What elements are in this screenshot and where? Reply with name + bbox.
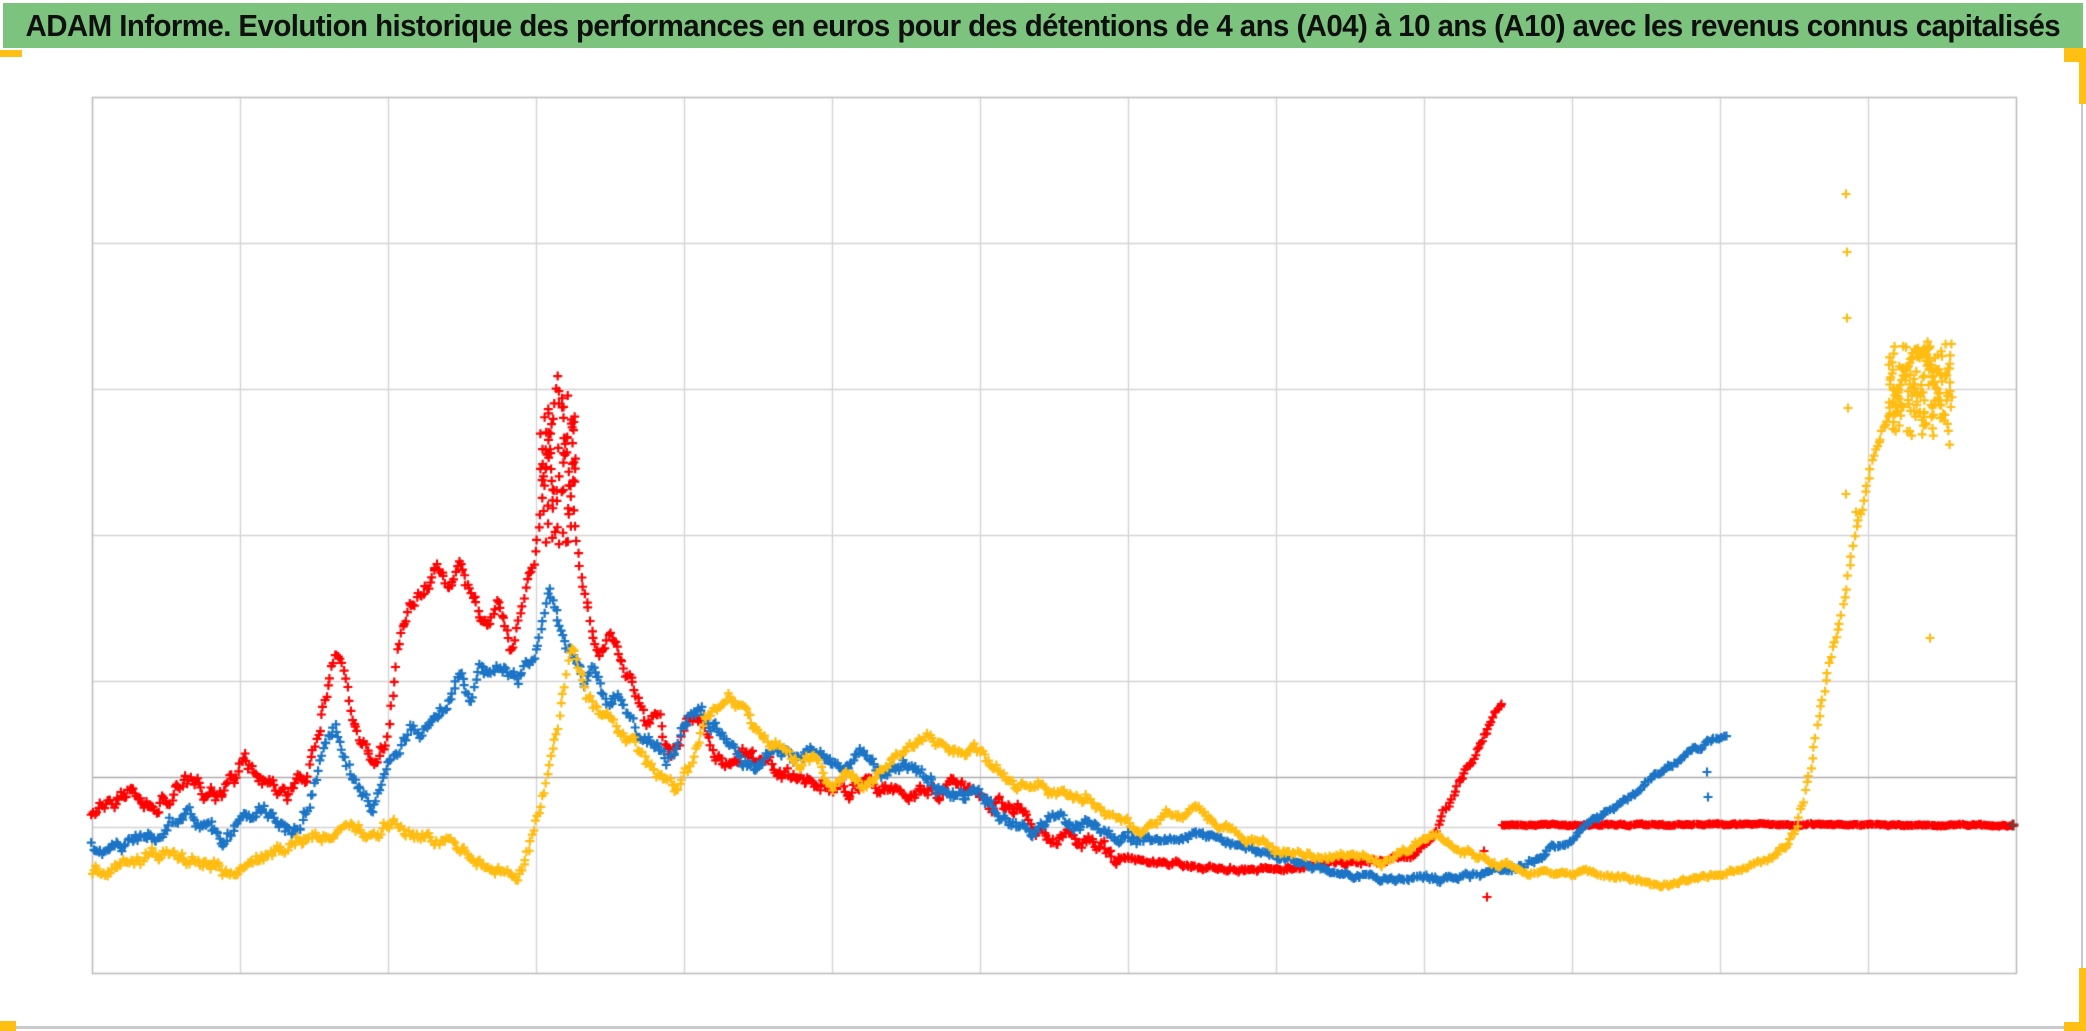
corner-accent-bottom-right-vertical [2079,968,2086,1023]
corner-accent-top-right-vertical [2079,48,2086,104]
corner-accent-top-left [0,50,22,57]
corner-accent-bottom-left [0,1021,16,1031]
corner-accent-bottom-right-horizontal [2064,1022,2086,1031]
page-title: ADAM Informe. Evolution historique des p… [25,7,2061,43]
bottom-rule [0,1026,2086,1029]
title-banner: ADAM Informe. Evolution historique des p… [3,3,2083,48]
right-rule [2081,58,2083,1026]
